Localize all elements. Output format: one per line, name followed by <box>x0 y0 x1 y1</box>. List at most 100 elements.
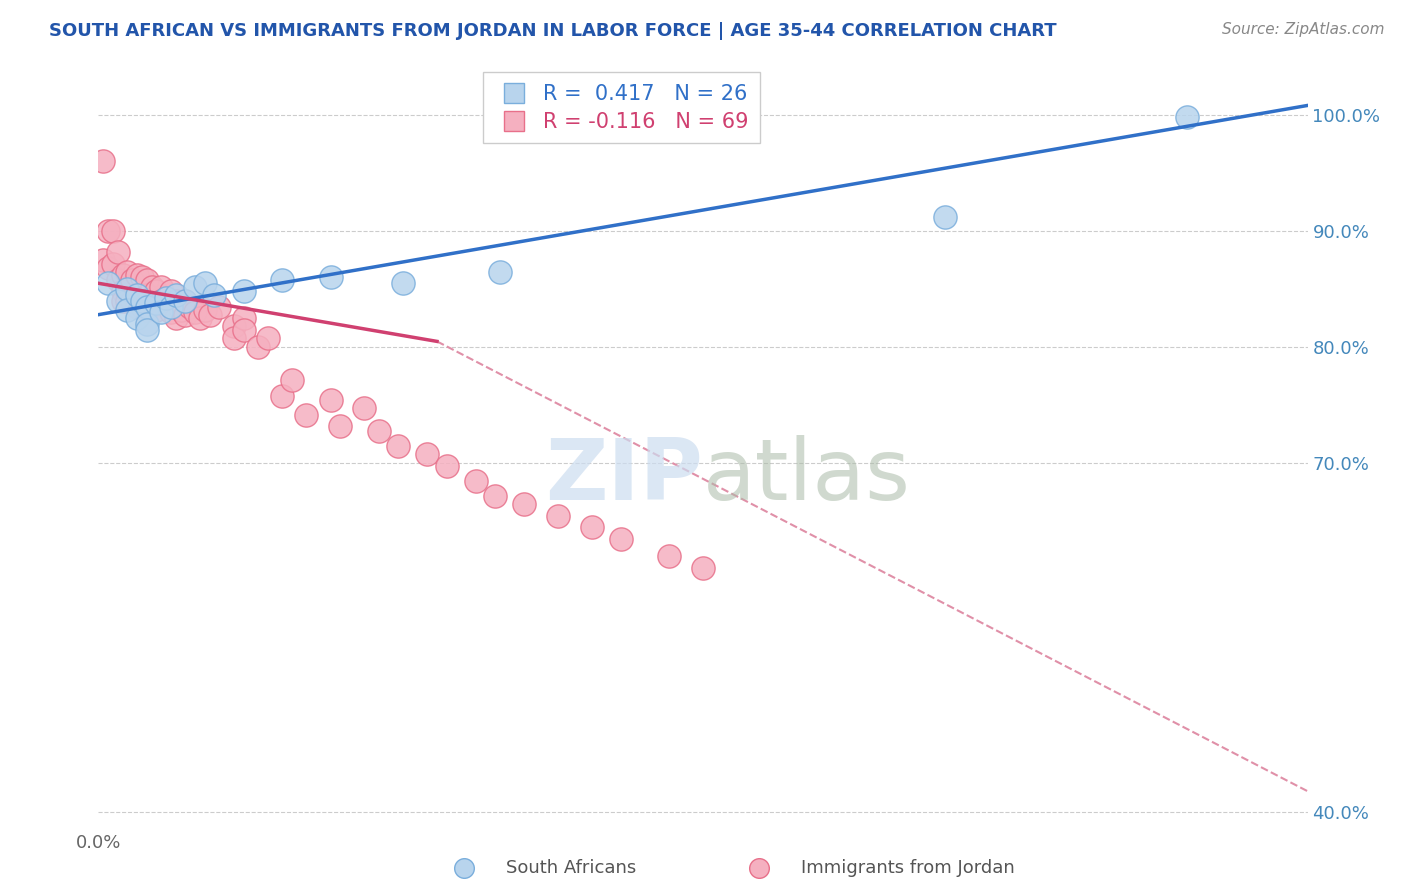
Point <box>131 300 153 314</box>
Point <box>131 293 153 308</box>
Point <box>436 458 458 473</box>
Point <box>145 296 167 310</box>
Point <box>387 439 409 453</box>
Point <box>160 285 183 299</box>
Point <box>145 303 167 318</box>
Text: SOUTH AFRICAN VS IMMIGRANTS FROM JORDAN IN LABOR FORCE | AGE 35-44 CORRELATION C: SOUTH AFRICAN VS IMMIGRANTS FROM JORDAN … <box>49 22 1057 40</box>
Point <box>135 300 157 314</box>
Point <box>489 265 512 279</box>
Point <box>174 293 197 308</box>
Point <box>174 308 197 322</box>
Point <box>127 288 149 302</box>
Point <box>271 273 294 287</box>
Text: Source: ZipAtlas.com: Source: ZipAtlas.com <box>1222 22 1385 37</box>
Point <box>117 293 139 308</box>
Point <box>135 317 157 331</box>
Point <box>91 253 114 268</box>
Point <box>222 331 245 345</box>
Point <box>160 300 183 314</box>
Point <box>232 323 254 337</box>
Point <box>513 497 536 511</box>
Point <box>198 308 221 322</box>
Point <box>117 303 139 318</box>
Point <box>453 861 475 875</box>
Point <box>194 303 217 318</box>
Point <box>97 277 120 291</box>
Point <box>131 270 153 285</box>
Point <box>165 311 187 326</box>
Point <box>121 273 143 287</box>
Point <box>117 282 139 296</box>
Point <box>256 331 278 345</box>
Point <box>117 265 139 279</box>
Point <box>111 293 134 308</box>
Point <box>184 305 207 319</box>
Text: Immigrants from Jordan: Immigrants from Jordan <box>801 859 1015 877</box>
Point <box>247 340 270 354</box>
Point <box>101 256 124 270</box>
Point <box>188 311 211 326</box>
Point <box>748 861 770 875</box>
Point <box>165 293 187 308</box>
Point <box>184 279 207 293</box>
Point <box>416 447 439 461</box>
Point <box>131 292 153 306</box>
Point <box>174 293 197 308</box>
Point <box>117 285 139 299</box>
Point <box>281 373 304 387</box>
Point <box>155 292 177 306</box>
Point <box>107 244 129 259</box>
Point <box>135 303 157 318</box>
Point <box>150 279 173 293</box>
Point <box>232 311 254 326</box>
Point <box>160 305 183 319</box>
Point <box>692 561 714 575</box>
Point <box>107 273 129 287</box>
Point <box>135 288 157 302</box>
Point <box>1175 110 1198 124</box>
Point <box>111 285 134 299</box>
Point <box>208 300 231 314</box>
Point <box>121 293 143 308</box>
Point <box>91 154 114 169</box>
Point <box>127 300 149 314</box>
Point <box>127 311 149 326</box>
Point <box>319 392 342 407</box>
Point <box>169 303 191 318</box>
Point <box>329 419 352 434</box>
Text: ZIP: ZIP <box>546 435 703 518</box>
Point <box>97 224 120 238</box>
Legend: R =  0.417   N = 26, R = -0.116   N = 69: R = 0.417 N = 26, R = -0.116 N = 69 <box>484 72 761 144</box>
Point <box>934 210 956 224</box>
Point <box>165 288 187 302</box>
Point <box>194 277 217 291</box>
Point <box>368 424 391 438</box>
Point <box>179 300 201 314</box>
Point <box>135 323 157 337</box>
Point <box>97 261 120 276</box>
Point <box>150 293 173 308</box>
Point <box>658 549 681 564</box>
Point <box>295 408 318 422</box>
Text: atlas: atlas <box>703 435 911 518</box>
Point <box>232 285 254 299</box>
Point <box>127 268 149 282</box>
Point <box>150 305 173 319</box>
Point <box>111 268 134 282</box>
Point <box>464 474 486 488</box>
Point <box>204 288 226 302</box>
Point <box>353 401 375 415</box>
Point <box>155 292 177 306</box>
Point <box>127 288 149 302</box>
Point <box>101 224 124 238</box>
Point <box>271 389 294 403</box>
Point <box>484 489 506 503</box>
Point <box>135 273 157 287</box>
Point <box>107 293 129 308</box>
Text: South Africans: South Africans <box>506 859 637 877</box>
Point <box>222 319 245 334</box>
Point <box>141 296 163 310</box>
Point <box>610 532 633 546</box>
Point <box>319 270 342 285</box>
Point <box>581 520 603 534</box>
